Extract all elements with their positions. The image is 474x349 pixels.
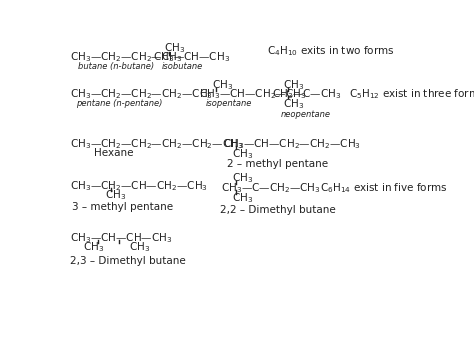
Text: CH$_3$: CH$_3$ <box>232 191 253 205</box>
Text: CH$_3$—C—CH$_3$: CH$_3$—C—CH$_3$ <box>272 87 342 101</box>
Text: neopentane: neopentane <box>281 111 331 119</box>
Text: Hexane: Hexane <box>94 148 134 158</box>
Text: isopentane: isopentane <box>205 99 252 108</box>
Text: CH$_3$: CH$_3$ <box>105 188 127 202</box>
Text: CH$_3$—CH—CH$_2$—CH$_3$: CH$_3$—CH—CH$_2$—CH$_3$ <box>199 87 306 101</box>
Text: C$_6$H$_{14}$ exist in five forms: C$_6$H$_{14}$ exist in five forms <box>320 181 448 195</box>
Text: CH$_3$—CH$_2$—CH$_2$—CH$_2$—CH$_2$—CH$_3$: CH$_3$—CH$_2$—CH$_2$—CH$_2$—CH$_2$—CH$_3… <box>70 137 244 151</box>
Text: pentane (n-pentane): pentane (n-pentane) <box>76 99 162 108</box>
Text: CH$_3$: CH$_3$ <box>232 147 253 161</box>
Text: C$_4$H$_{10}$ exits in two forms: C$_4$H$_{10}$ exits in two forms <box>267 44 394 58</box>
Text: CH$_3$—CH$_2$—CH$_2$—CH$_2$—CH$_3$: CH$_3$—CH$_2$—CH$_2$—CH$_2$—CH$_3$ <box>70 87 213 101</box>
Text: CH$_3$—C—CH$_2$—CH$_3$: CH$_3$—C—CH$_2$—CH$_3$ <box>221 181 320 195</box>
Text: CH$_3$: CH$_3$ <box>283 78 305 92</box>
Text: 2,3 – Dimethyl butane: 2,3 – Dimethyl butane <box>70 256 186 266</box>
Text: CH$_3$—CH—CH$_3$: CH$_3$—CH—CH$_3$ <box>153 50 230 64</box>
Text: CH$_3$—CH$_2$—CH$_2$—CH$_3$: CH$_3$—CH$_2$—CH$_2$—CH$_3$ <box>70 50 183 64</box>
Text: 3 – methyl pentane: 3 – methyl pentane <box>72 202 173 212</box>
Text: 2,2 – Dimethyl butane: 2,2 – Dimethyl butane <box>220 205 336 215</box>
Text: isobutane: isobutane <box>161 61 202 70</box>
Text: butane (n-butane): butane (n-butane) <box>78 61 154 70</box>
Text: CH$_3$—CH—CH$_2$—CH$_2$—CH$_3$: CH$_3$—CH—CH$_2$—CH$_2$—CH$_3$ <box>223 137 361 151</box>
Text: CH$_3$: CH$_3$ <box>232 171 253 185</box>
Text: CH$_3$: CH$_3$ <box>212 78 233 92</box>
Text: CH$_3$—CH$_2$—CH—CH$_2$—CH$_3$: CH$_3$—CH$_2$—CH—CH$_2$—CH$_3$ <box>70 179 208 193</box>
Text: C$_5$H$_{12}$ exist in three forms: C$_5$H$_{12}$ exist in three forms <box>349 87 474 101</box>
Text: CH$_3$: CH$_3$ <box>283 97 305 111</box>
Text: CH$_3$—CH—CH—CH$_3$: CH$_3$—CH—CH—CH$_3$ <box>70 231 173 245</box>
Text: 2 – methyl pentane: 2 – methyl pentane <box>227 159 328 169</box>
Text: CH$_3$: CH$_3$ <box>164 42 185 55</box>
Text: CH$_3$        CH$_3$: CH$_3$ CH$_3$ <box>83 240 151 254</box>
